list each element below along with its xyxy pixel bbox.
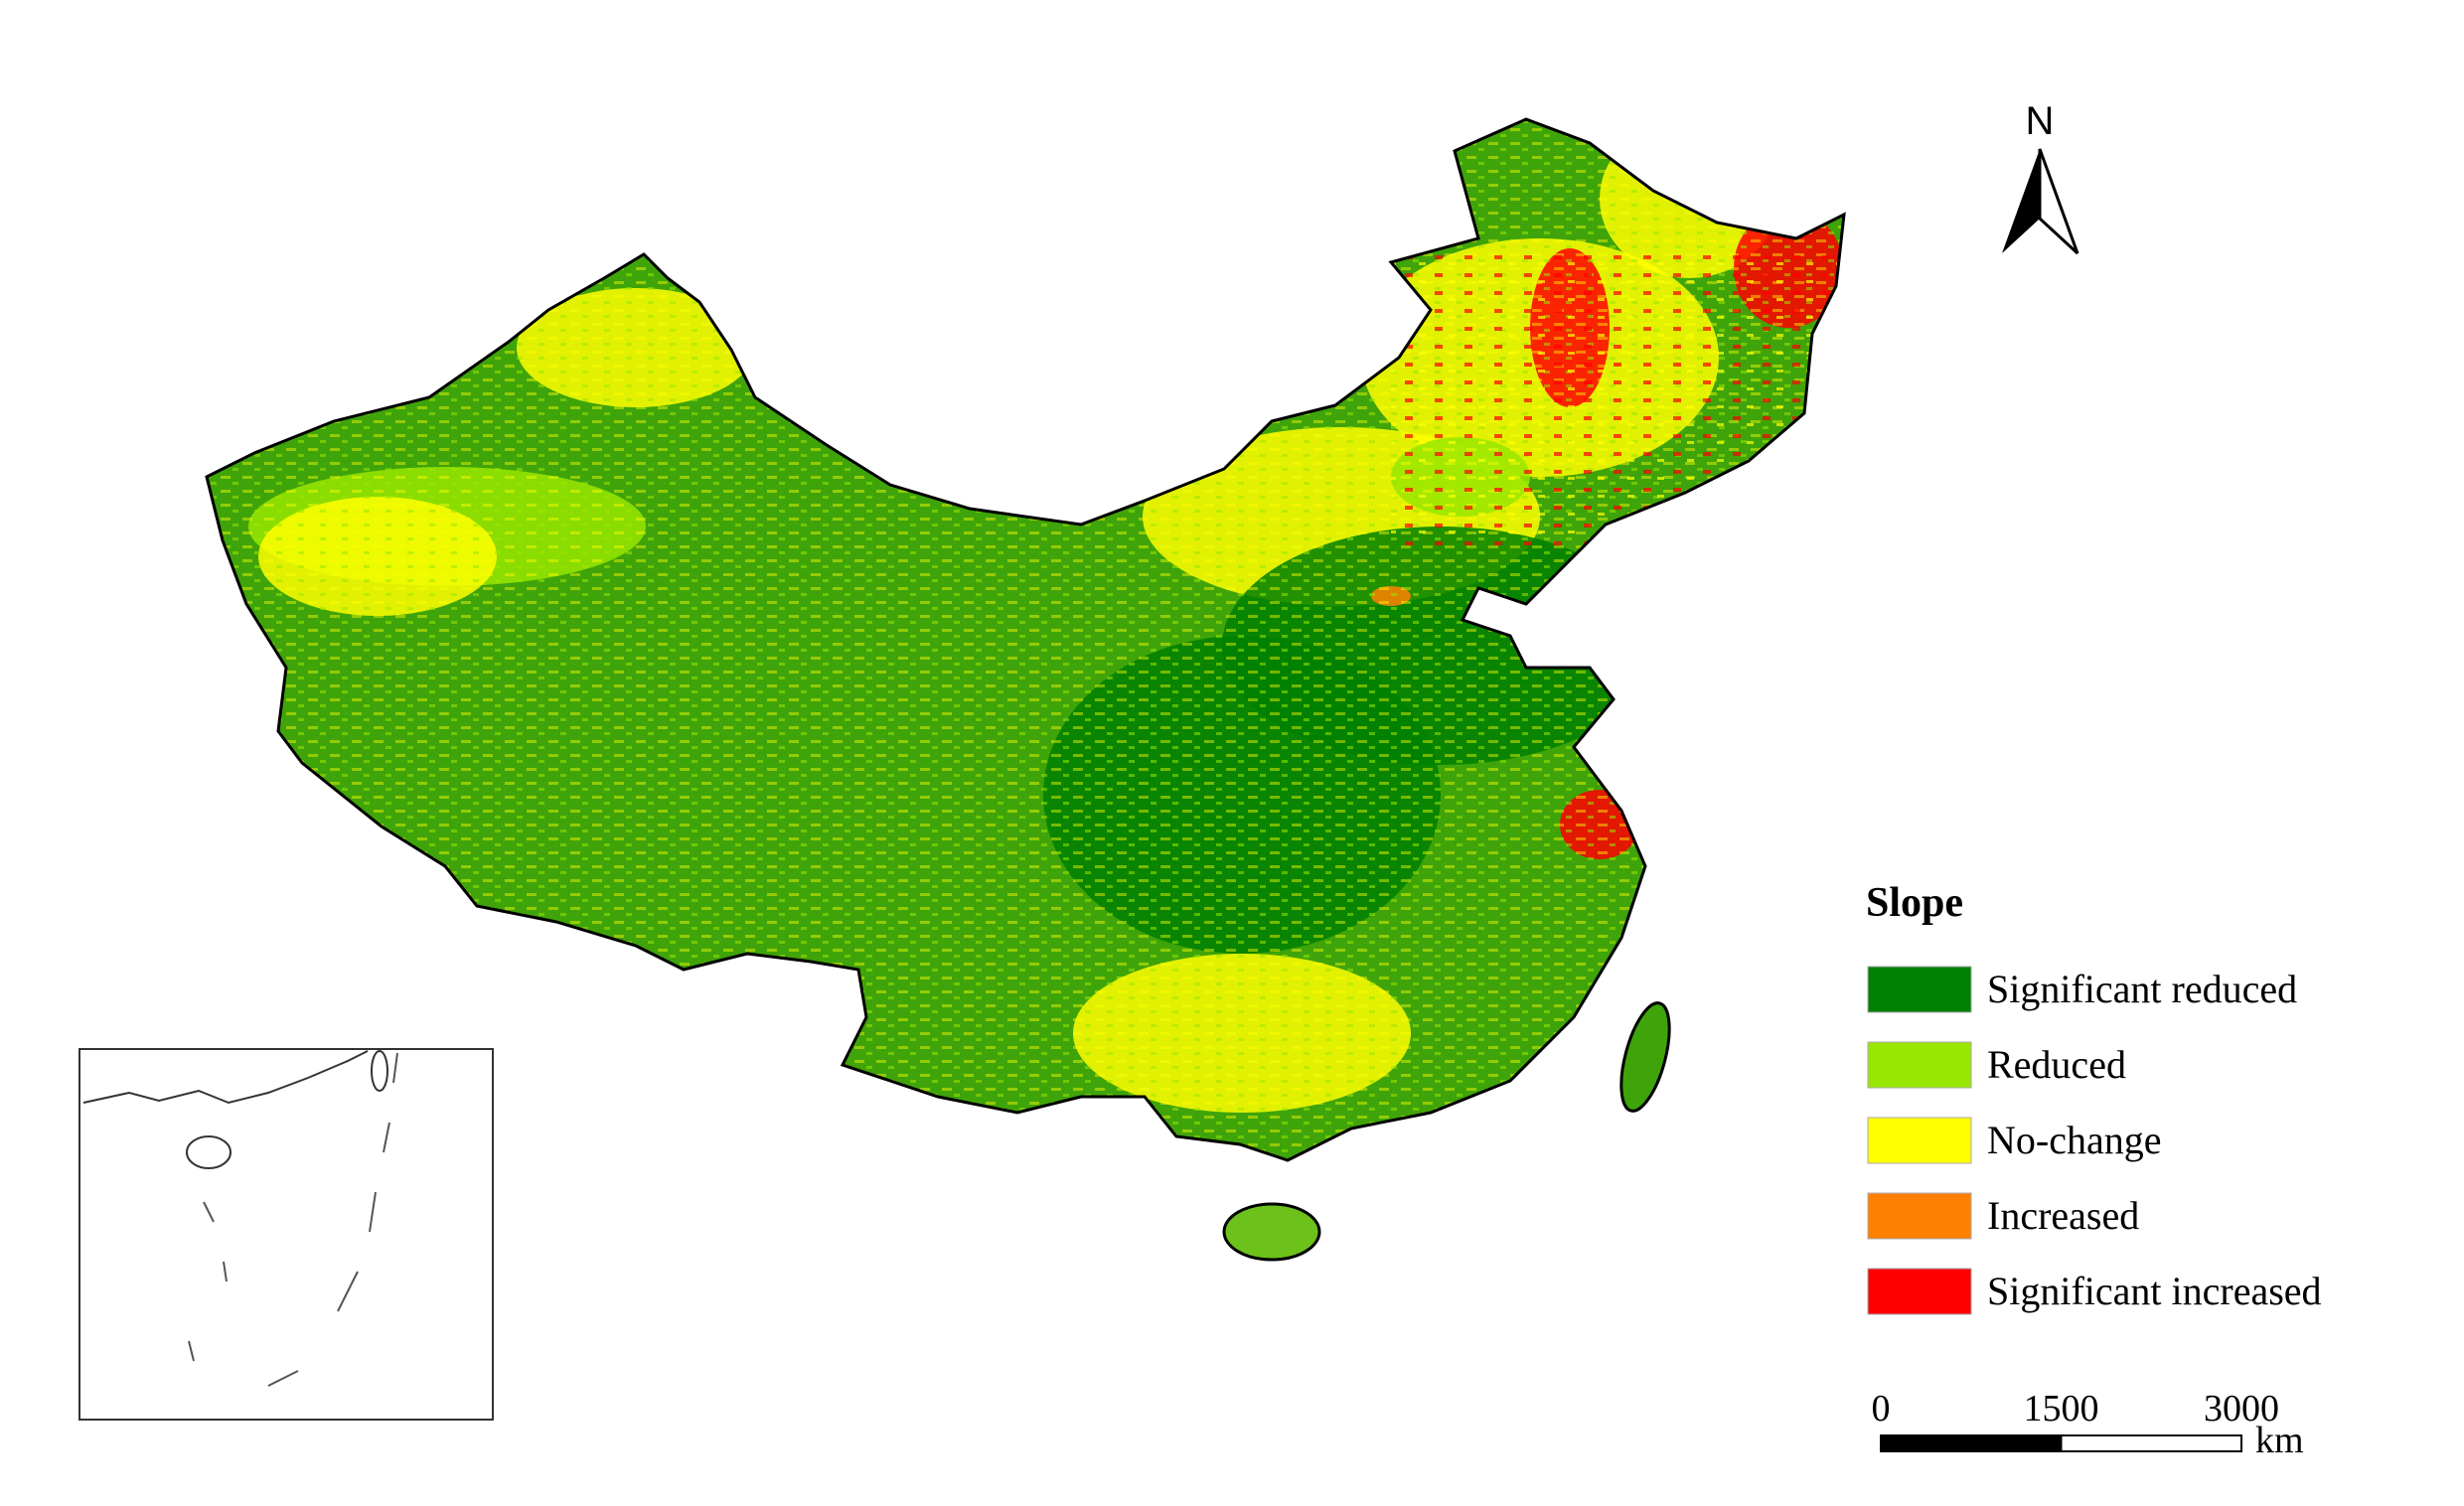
north-label: N <box>2026 99 2055 143</box>
legend-swatch <box>1867 1268 1972 1315</box>
legend-swatch <box>1867 966 1972 1013</box>
scale-segment <box>1880 1434 2063 1452</box>
texture <box>1391 248 1844 546</box>
inset-map <box>78 1048 494 1421</box>
scale-unit: km <box>2255 1420 2304 1461</box>
legend-label: Significant reduced <box>1987 967 2297 1011</box>
scale-label: 3000 <box>2204 1388 2279 1430</box>
taiwan <box>1619 1001 1671 1113</box>
legend: Slope Significant reduced Reduced No-chang… <box>1866 880 2322 1315</box>
legend-title: Slope <box>1866 880 1963 926</box>
legend-label: No-change <box>1987 1118 2161 1162</box>
north-arrow: N <box>2002 99 2079 255</box>
scale-label: 0 <box>1872 1388 1891 1430</box>
legend-swatch <box>1867 1117 1972 1164</box>
legend-label: Reduced <box>1987 1042 2126 1087</box>
legend-swatch <box>1867 1041 1972 1089</box>
legend-label: Significant increased <box>1987 1269 2322 1313</box>
legend-swatch <box>1867 1192 1972 1240</box>
hainan <box>1222 1202 1321 1262</box>
scale-label: 1500 <box>2024 1388 2099 1430</box>
mainland-border <box>205 117 1846 1162</box>
legend-label: Increased <box>1987 1193 2139 1238</box>
scale-segment <box>2060 1434 2242 1452</box>
